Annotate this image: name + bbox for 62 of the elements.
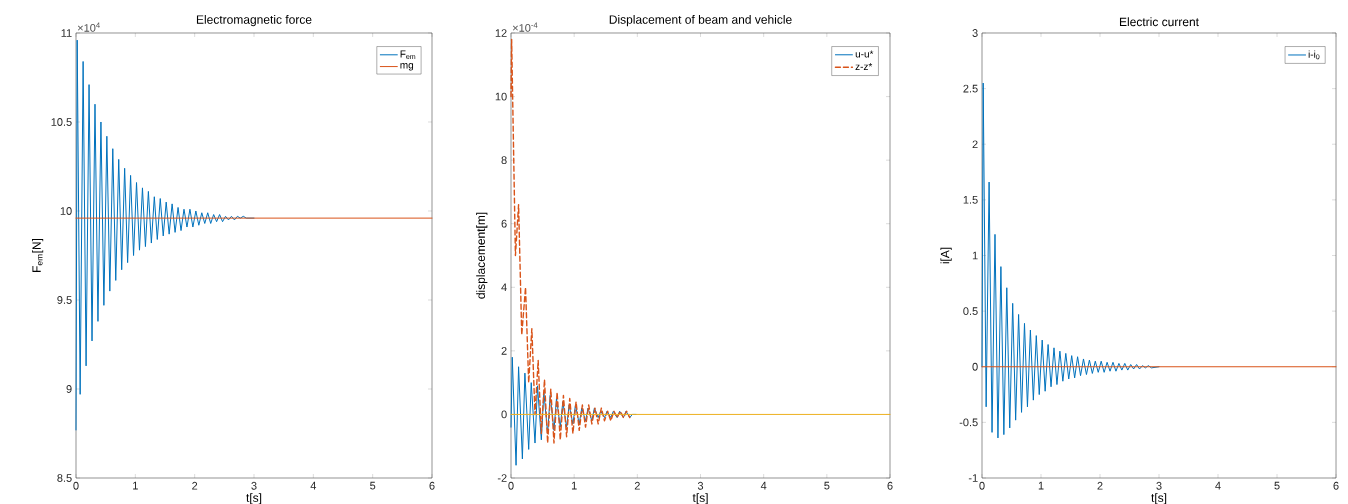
y-tick-label: -1 xyxy=(968,474,978,482)
x-tick-label: 3 xyxy=(1156,481,1162,490)
x-tick-label: 1 xyxy=(571,481,577,490)
chart-title: Displacement of beam and vehicle xyxy=(609,14,792,27)
legend-label: u-u* xyxy=(855,50,874,58)
legend-label: i-i$_{0}$ xyxy=(1308,50,1320,60)
y-axis-title: F$_{em}$[N] xyxy=(32,238,44,272)
line-series xyxy=(981,82,1160,439)
legend-label: F$_{em}$ xyxy=(400,50,416,59)
y-axis-title: i[A] xyxy=(940,247,952,264)
y-tick-label: 10.5 xyxy=(51,118,72,126)
y-tick-label: 2 xyxy=(501,347,507,355)
y-tick-label: 10 xyxy=(60,207,72,215)
x-tick-label: 5 xyxy=(824,481,830,490)
y-tick-label: 0 xyxy=(972,362,978,371)
x-tick-label: 2 xyxy=(192,481,198,490)
y-tick-label: 12 xyxy=(495,29,507,37)
chart-title: Electric current xyxy=(1119,17,1199,27)
text: ×10$^{-4}$ xyxy=(512,22,538,32)
y-tick-label: 6 xyxy=(501,219,507,228)
x-tick-label: 5 xyxy=(1274,481,1280,490)
y-tick-label: 8.5 xyxy=(57,474,72,482)
x-tick-label: 4 xyxy=(760,481,767,490)
legend-label: mg xyxy=(400,63,414,71)
x-tick-label: 3 xyxy=(251,481,257,490)
chart-title: Electromagnetic force xyxy=(196,14,312,27)
x-tick-label: 0 xyxy=(979,481,985,490)
y-tick-label: -0.5 xyxy=(959,418,978,427)
x-tick-label: 6 xyxy=(887,481,893,490)
x-tick-label: 1 xyxy=(1038,481,1044,490)
y-tick-label: 1 xyxy=(972,251,978,260)
y-tick-label: 0.5 xyxy=(963,307,978,316)
x-tick-label: 6 xyxy=(429,481,435,490)
y-tick-label: -2 xyxy=(497,474,507,482)
x-tick-label: 3 xyxy=(697,481,704,490)
y-tick-label: 3 xyxy=(972,29,978,37)
y-tick-label: 11 xyxy=(61,29,72,37)
legend-label: z-z* xyxy=(855,63,873,70)
y-tick-label: 4 xyxy=(501,283,507,292)
x-tick-label: 0 xyxy=(508,481,514,490)
y-tick-label: 9.5 xyxy=(57,296,72,304)
line-series xyxy=(510,38,631,444)
text: ×10$^{4}$ xyxy=(77,22,100,32)
x-tick-label: 4 xyxy=(1215,481,1221,490)
x-tick-label: 1 xyxy=(133,481,138,490)
x-tick-label: 2 xyxy=(1097,481,1103,490)
y-tick-label: 2 xyxy=(972,140,978,149)
x-axis-title: t[s] xyxy=(1151,493,1167,504)
x-tick-label: 2 xyxy=(634,481,640,490)
x-axis-title: t[s] xyxy=(692,493,708,504)
y-tick-label: 10 xyxy=(495,92,507,101)
x-tick-label: 5 xyxy=(370,481,376,490)
y-tick-label: 1.5 xyxy=(963,196,978,204)
x-tick-label: 4 xyxy=(310,481,317,490)
y-tick-label: 2.5 xyxy=(963,84,978,93)
x-axis-title: t[s] xyxy=(246,493,262,504)
x-tick-label: 0 xyxy=(73,481,79,490)
y-axis-title: displacement[m] xyxy=(476,212,488,299)
y-tick-label: 9 xyxy=(66,385,72,393)
y-tick-label: 0 xyxy=(501,410,507,419)
x-tick-label: 6 xyxy=(1333,481,1339,490)
y-tick-label: 8 xyxy=(501,156,507,165)
